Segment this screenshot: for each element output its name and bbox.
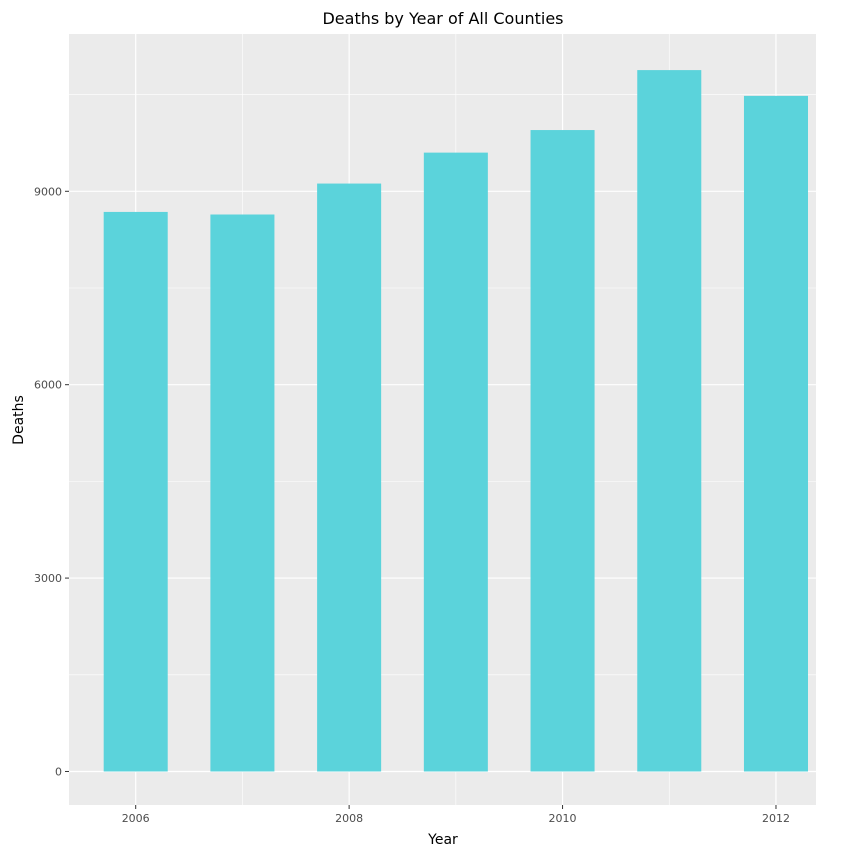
bar-2012: [743, 95, 808, 772]
x-tick-label: 2010: [549, 812, 577, 825]
x-axis-title: Year: [427, 832, 458, 848]
bar-2006: [103, 211, 168, 772]
x-tick-label: 2006: [122, 812, 150, 825]
x-axis-ticks: 2006 2008 2010 2012: [122, 805, 790, 825]
y-tick-label: 3000: [34, 572, 62, 585]
x-tick-label: 2008: [335, 812, 363, 825]
bar-2007: [210, 214, 275, 772]
bar-2009: [423, 152, 488, 772]
bar-2010: [530, 130, 595, 772]
bar-2008: [317, 183, 382, 772]
y-tick-label: 0: [55, 765, 62, 778]
bars: [103, 70, 808, 772]
chart-title: Deaths by Year of All Counties: [322, 9, 563, 28]
bar-2011: [637, 70, 702, 772]
x-tick-label: 2012: [762, 812, 790, 825]
y-tick-label: 9000: [34, 185, 62, 198]
y-tick-label: 6000: [34, 379, 62, 392]
y-axis-title: Deaths: [11, 395, 27, 445]
y-axis-ticks: 0 3000 6000 9000: [34, 185, 69, 778]
